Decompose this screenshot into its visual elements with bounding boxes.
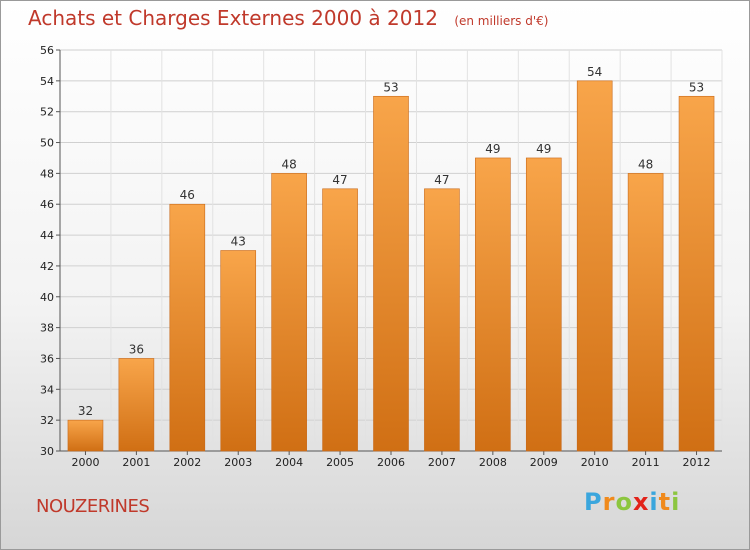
x-tick-label: 2009 — [530, 456, 558, 469]
bar — [169, 203, 206, 452]
x-tick-label: 2000 — [71, 456, 99, 469]
bar — [424, 188, 460, 452]
y-tick-label: 34 — [40, 383, 54, 396]
data-label: 46 — [180, 188, 195, 202]
y-tick-label: 38 — [40, 322, 54, 335]
logo-letter: P — [584, 488, 603, 516]
data-label: 47 — [434, 173, 449, 187]
x-tick-label: 2003 — [224, 456, 252, 469]
bar — [271, 173, 307, 452]
logo-letter: i — [649, 488, 659, 516]
bar — [576, 80, 613, 452]
data-label: 53 — [689, 80, 704, 94]
bar — [67, 419, 104, 452]
bars — [67, 80, 715, 452]
x-tick-label: 2004 — [275, 456, 303, 469]
bar — [678, 95, 715, 452]
bar — [322, 188, 358, 452]
data-label: 54 — [587, 65, 602, 79]
logo-letter: x — [632, 488, 650, 516]
bar — [475, 157, 511, 452]
place-name: NOUZERINES — [36, 496, 150, 517]
x-tick-label: 2001 — [122, 456, 150, 469]
y-tick-label: 50 — [40, 137, 54, 150]
labels: 30 32 34 36 38 40 42 44 46 48 50 52 54 56 32 2000 36 2001… — [40, 44, 711, 469]
y-tick-label: 42 — [40, 260, 54, 273]
y-tick-label: 44 — [40, 229, 54, 242]
bar — [525, 157, 562, 452]
logo-letter: o — [615, 488, 633, 516]
y-tick-label: 52 — [40, 106, 54, 119]
x-tick-label: 2010 — [581, 456, 609, 469]
data-label: 49 — [536, 142, 551, 156]
bar — [118, 358, 155, 452]
data-label: 36 — [129, 342, 144, 356]
bar — [220, 250, 257, 452]
y-tick-label: 32 — [40, 414, 54, 427]
y-tick-label: 46 — [40, 198, 54, 211]
x-tick-label: 2007 — [428, 456, 456, 469]
data-label: 32 — [78, 404, 93, 418]
data-label: 48 — [282, 157, 297, 171]
bar — [627, 173, 664, 452]
x-tick-label: 2002 — [173, 456, 201, 469]
x-tick-label: 2008 — [479, 456, 507, 469]
x-tick-label: 2006 — [377, 456, 405, 469]
logo-letter: r — [602, 488, 616, 516]
x-tick-label: 2005 — [326, 456, 354, 469]
y-tick-label: 36 — [40, 352, 54, 365]
bar — [373, 95, 409, 452]
data-label: 48 — [638, 157, 653, 171]
logo-letter: i — [671, 488, 681, 516]
chart-title-block: Achats et Charges Externes 2000 à 2012 (… — [28, 6, 548, 30]
x-tick-label: 2012 — [683, 456, 711, 469]
data-label: 43 — [231, 235, 246, 249]
data-label: 49 — [485, 142, 500, 156]
data-label: 53 — [383, 80, 398, 94]
logo-letter: t — [658, 488, 672, 516]
y-tick-label: 30 — [40, 445, 54, 458]
chart-title: Achats et Charges Externes 2000 à 2012 — [28, 6, 438, 30]
x-tick-label: 2011 — [632, 456, 660, 469]
y-tick-label: 48 — [40, 167, 54, 180]
y-tick-label: 56 — [40, 44, 54, 57]
proxiti-logo[interactable]: Proxiti — [584, 488, 680, 516]
chart-subtitle: (en milliers d'€) — [454, 14, 549, 28]
y-tick-label: 54 — [40, 75, 54, 88]
y-tick-label: 40 — [40, 291, 54, 304]
data-label: 47 — [332, 173, 347, 187]
